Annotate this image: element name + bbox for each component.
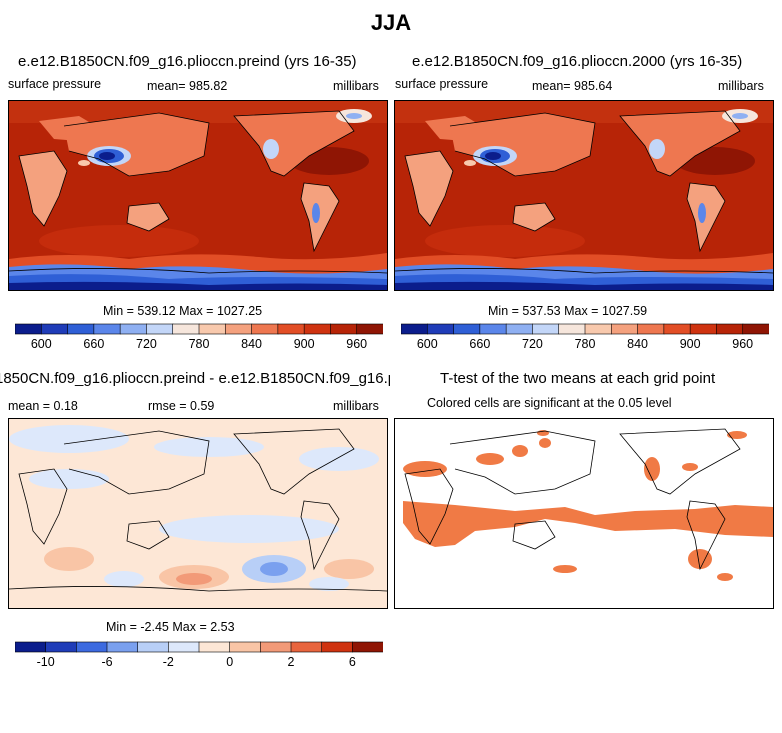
panel1-colorbar: 6006607207808409009601020	[15, 323, 383, 351]
colorbar-swatch	[40, 323, 69, 335]
colorbar-swatch	[584, 323, 612, 335]
colorbar-tick-label: 600	[417, 337, 438, 351]
colorbar-tick-label: 960	[346, 337, 367, 351]
panel4-map	[394, 418, 774, 609]
colorbar-swatch	[260, 641, 292, 653]
panel1-min-max: Min = 539.12 Max = 1027.25	[103, 304, 263, 318]
panel1-mean-label: mean= 985.82	[147, 79, 228, 93]
colorbar-swatch	[505, 323, 534, 335]
panel1-units-label: millibars	[333, 79, 379, 93]
panel2-map-field	[395, 101, 773, 290]
panel2-mean-label: mean= 985.64	[532, 79, 613, 93]
colorbar-swatch	[426, 323, 455, 335]
colorbar-tick-label: 600	[31, 337, 52, 351]
colorbar-tick-label: 720	[136, 337, 157, 351]
panel1-map-field	[9, 101, 387, 290]
colorbar-tick-label: -6	[101, 655, 112, 669]
colorbar-swatch	[106, 641, 139, 653]
figure-title: JJA	[370, 10, 412, 35]
colorbar-swatch	[15, 323, 42, 335]
colorbar-swatch	[277, 323, 305, 335]
colorbar-swatch	[137, 641, 169, 653]
colorbar-tick-label: 660	[469, 337, 490, 351]
colorbar-tick-label: 6	[349, 655, 356, 669]
colorbar-swatch	[716, 323, 744, 335]
colorbar-swatch	[352, 641, 383, 653]
panel1-map	[8, 100, 388, 291]
colorbar-swatch	[198, 641, 231, 653]
colorbar-swatch	[76, 641, 108, 653]
panel3-colorbar: -10-6-202610	[15, 641, 383, 669]
colorbar-swatch	[637, 323, 665, 335]
colorbar-swatch	[15, 641, 47, 653]
colorbar-swatch	[146, 323, 174, 335]
colorbar-swatch	[290, 641, 323, 653]
panel3-map	[8, 418, 388, 609]
colorbar-swatch	[45, 641, 77, 653]
panel1-variable-label: surface pressure	[8, 77, 102, 91]
colorbar-swatch	[119, 323, 148, 335]
colorbar-tick-label: 900	[294, 337, 315, 351]
panel2-variable-label: surface pressure	[395, 77, 489, 91]
colorbar-tick-label: -10	[37, 655, 55, 669]
colorbar-tick-label: 0	[226, 655, 233, 669]
panel3-rmse-label: rmse = 0.59	[148, 399, 215, 413]
colorbar-swatch	[532, 323, 560, 335]
panel3-map-field	[9, 419, 387, 608]
colorbar-swatch	[168, 641, 200, 653]
colorbar-swatch	[610, 323, 639, 335]
colorbar-swatch	[330, 323, 358, 335]
colorbar-tick-label: 840	[627, 337, 648, 351]
panel4-title: T-test of the two means at each grid poi…	[440, 370, 716, 387]
colorbar-swatch	[558, 323, 586, 335]
colorbar-tick-label: 2	[288, 655, 295, 669]
panel4-subtitle: Colored cells are significant at the 0.0…	[427, 396, 672, 410]
panel2-colorbar: 6006607207808409009601020	[401, 323, 769, 351]
panel3-min-max: Min = -2.45 Max = 2.53	[106, 620, 235, 634]
panel2-title: e.e12.B1850CN.f09_g16.plioccn.2000 (yrs …	[412, 53, 743, 70]
colorbar-swatch	[229, 641, 261, 653]
colorbar-swatch	[251, 323, 279, 335]
panel3-units-label: millibars	[333, 399, 379, 413]
panel2-map	[394, 100, 774, 291]
colorbar-tick-label: 720	[522, 337, 543, 351]
colorbar-swatch	[689, 323, 718, 335]
colorbar-swatch	[401, 323, 428, 335]
colorbar-swatch	[93, 323, 121, 335]
panel3-title: e.e12.B1850CN.f09_g16.plioccn.preind - e…	[0, 370, 390, 387]
panel2-min-max: Min = 537.53 Max = 1027.59	[488, 304, 648, 318]
colorbar-tick-label: 780	[575, 337, 596, 351]
colorbar-swatch	[67, 323, 95, 335]
panel2-units-label: millibars	[718, 79, 764, 93]
panel1-title: e.e12.B1850CN.f09_g16.plioccn.preind (yr…	[18, 53, 357, 70]
panel4-map-field	[395, 419, 773, 608]
colorbar-swatch	[224, 323, 253, 335]
colorbar-swatch	[321, 641, 353, 653]
colorbar-swatch	[663, 323, 691, 335]
colorbar-swatch	[172, 323, 200, 335]
colorbar-tick-label: 840	[241, 337, 262, 351]
colorbar-swatch	[303, 323, 332, 335]
colorbar-tick-label: 780	[189, 337, 210, 351]
colorbar-swatch	[198, 323, 226, 335]
colorbar-tick-label: 960	[732, 337, 753, 351]
colorbar-tick-label: 660	[83, 337, 104, 351]
colorbar-swatch	[453, 323, 481, 335]
colorbar-swatch	[742, 323, 769, 335]
colorbar-tick-label: 900	[680, 337, 701, 351]
panel3-mean-label: mean = 0.18	[8, 399, 78, 413]
colorbar-tick-label: -2	[163, 655, 174, 669]
colorbar-swatch	[356, 323, 383, 335]
colorbar-swatch	[479, 323, 507, 335]
